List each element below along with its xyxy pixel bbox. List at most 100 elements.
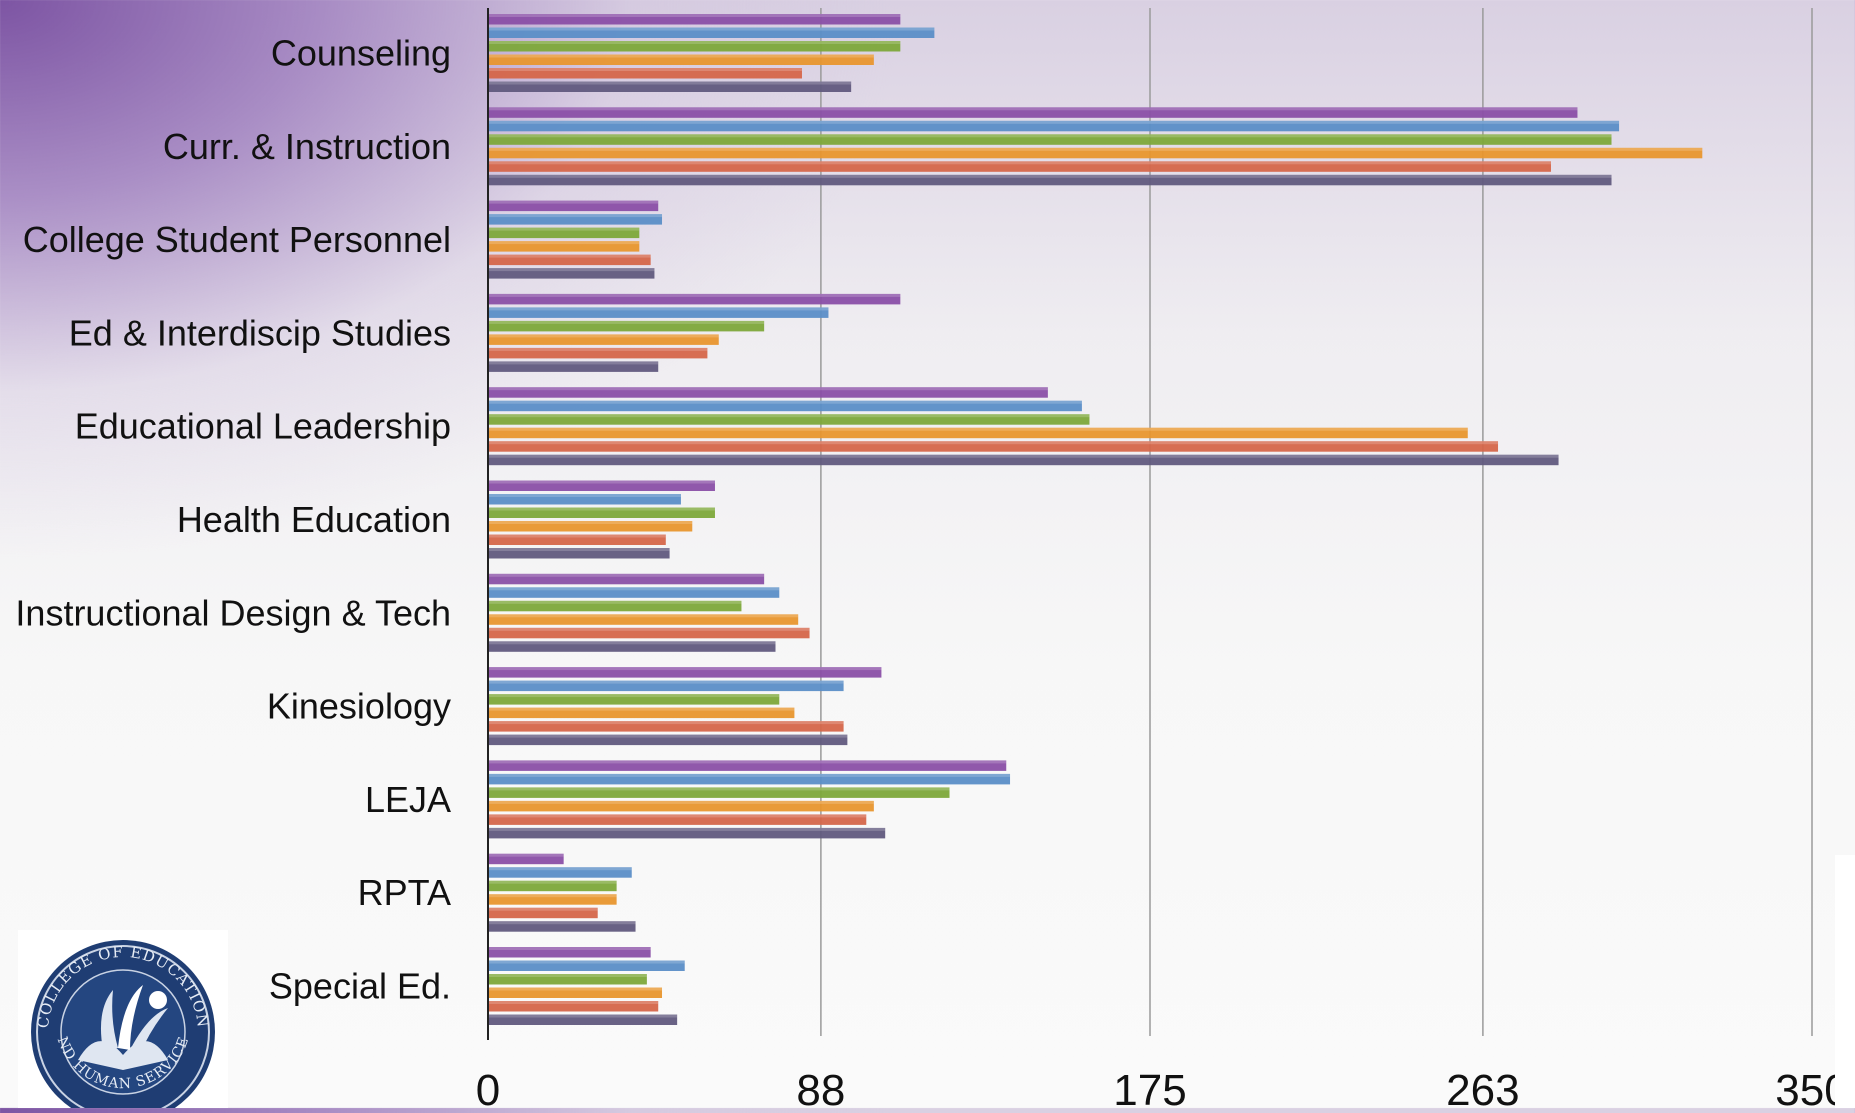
- bar-highlight: [488, 734, 848, 738]
- bar: [488, 41, 901, 52]
- bar-highlight: [488, 974, 647, 977]
- bar-highlight: [488, 414, 1090, 418]
- bar-highlight: [488, 107, 1578, 111]
- bar-highlight: [488, 787, 950, 791]
- bar: [488, 907, 598, 919]
- category-label: Health Education: [177, 499, 451, 540]
- bar: [488, 494, 681, 505]
- bar: [488, 573, 765, 585]
- bar-highlight: [488, 200, 659, 204]
- bar: [488, 880, 617, 892]
- bar-highlight: [488, 853, 564, 857]
- bar-highlight: [488, 894, 617, 898]
- bar-highlight: [488, 27, 935, 31]
- category-label: Curr. & Instruction: [163, 126, 451, 167]
- bar-highlight: [488, 600, 742, 604]
- bar: [488, 587, 780, 598]
- bar: [488, 293, 901, 305]
- x-tick-labels: 0 88 175 263 350: [476, 1066, 1849, 1108]
- bar: [488, 441, 1499, 452]
- bar-highlight: [488, 573, 765, 577]
- bar-highlight: [488, 161, 1551, 165]
- bar: [488, 27, 935, 38]
- bar: [488, 81, 852, 92]
- bar-highlight: [488, 387, 1048, 391]
- bar-highlight: [488, 534, 666, 538]
- category-label: Instructional Design & Tech: [15, 592, 451, 633]
- bar: [488, 894, 617, 905]
- bar: [488, 254, 651, 266]
- bar-highlight: [488, 867, 632, 871]
- bar: [488, 134, 1612, 145]
- bar: [488, 787, 950, 798]
- bar: [488, 427, 1468, 439]
- bar: [488, 867, 632, 878]
- bar: [488, 334, 719, 345]
- bar-highlight: [488, 987, 663, 991]
- bar-highlight: [488, 334, 719, 338]
- bar-highlight: [488, 307, 829, 311]
- bar-highlight: [488, 347, 708, 351]
- category-label: RPTA: [358, 872, 451, 913]
- bar: [488, 947, 651, 958]
- bar-highlight: [488, 480, 715, 484]
- bar: [488, 507, 715, 518]
- bar: [488, 641, 776, 652]
- bar-highlight: [488, 694, 780, 698]
- bar: [488, 814, 867, 825]
- bar: [488, 548, 670, 559]
- bar: [488, 853, 564, 865]
- bar-highlight: [488, 68, 802, 71]
- bar-highlight: [488, 227, 640, 231]
- bar: [488, 987, 663, 998]
- bar: [488, 320, 765, 332]
- bar-highlight: [488, 454, 1559, 458]
- bar: [488, 200, 659, 212]
- bar-highlight: [488, 827, 886, 831]
- bar: [488, 707, 795, 719]
- bar-highlight: [488, 120, 1620, 124]
- bar-highlight: [488, 361, 659, 365]
- bar: [488, 161, 1551, 172]
- bar: [488, 694, 780, 705]
- bar: [488, 14, 901, 25]
- bar-highlight: [488, 627, 810, 631]
- bar: [488, 268, 655, 279]
- bar: [488, 734, 848, 746]
- bar: [488, 534, 666, 545]
- bar-highlight: [488, 760, 1007, 764]
- bar: [488, 174, 1612, 186]
- category-label: Kinesiology: [267, 686, 451, 727]
- bar-highlight: [488, 293, 901, 297]
- bar-highlight: [488, 1001, 659, 1004]
- bar: [488, 600, 742, 612]
- x-tick-label: 0: [476, 1066, 500, 1108]
- bar-highlight: [488, 614, 799, 618]
- bar: [488, 827, 886, 839]
- college-seal-logo: COLLEGE OF EDUCATION AND HUMAN SERVICES: [11, 918, 228, 1113]
- bar-highlight: [488, 214, 663, 218]
- bar-highlight: [488, 14, 901, 17]
- bar-highlight: [488, 81, 852, 85]
- bar: [488, 241, 640, 252]
- bar: [488, 680, 844, 692]
- bar-highlight: [488, 680, 844, 684]
- x-tick-label: 88: [796, 1066, 845, 1108]
- bar: [488, 454, 1559, 466]
- category-label: College Student Personnel: [23, 219, 451, 260]
- x-tick-label: 175: [1113, 1066, 1186, 1108]
- bar: [488, 760, 1007, 771]
- bar-highlight: [488, 268, 655, 272]
- bar-highlight: [488, 721, 844, 725]
- category-labels: Counseling Curr. & Instruction College Stu…: [15, 33, 451, 1007]
- bar-highlight: [488, 254, 651, 258]
- bar: [488, 1014, 678, 1025]
- bar-highlight: [488, 494, 681, 497]
- bar: [488, 361, 659, 372]
- bar-highlight: [488, 907, 598, 911]
- bar: [488, 227, 640, 239]
- bar-highlight: [488, 521, 693, 524]
- bar-highlight: [488, 134, 1612, 138]
- corner-panel: [1835, 855, 1855, 1108]
